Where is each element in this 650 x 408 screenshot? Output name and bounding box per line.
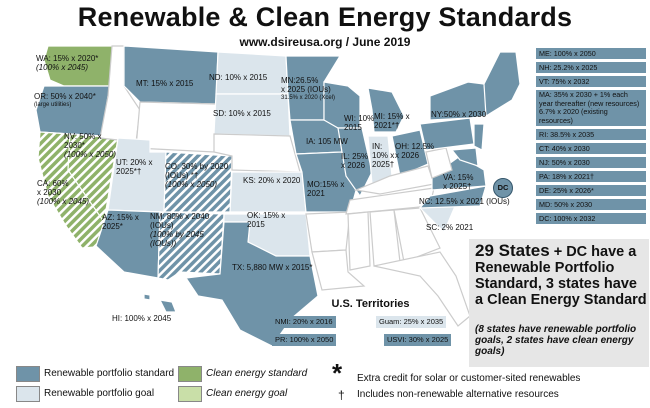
- territory-pr: PR: 100% x 2050: [272, 334, 337, 346]
- label-nd: ND: 10% x 2015: [209, 73, 268, 82]
- panel-row-md: MD: 50% x 2030: [536, 199, 646, 210]
- state-md-de: [450, 147, 479, 167]
- state-ga: [393, 207, 441, 263]
- label-ny: NY:50% x 2030: [431, 110, 487, 119]
- label-wi: WI: 10% 2015: [344, 114, 375, 132]
- panel-row-nh: NH: 25.2% x 2025: [536, 62, 646, 73]
- territories-heading: U.S. Territories: [331, 298, 410, 310]
- label-ia: IA: 105 MW: [306, 137, 348, 146]
- state-ms: [347, 211, 371, 271]
- panel-row-de: DE: 25% x 2026*: [536, 185, 646, 196]
- label-oh: OH: 12.5% x 2026: [395, 142, 435, 160]
- panel-row-ri: RI: 38.5% x 2035: [536, 129, 646, 140]
- label-nc: NC: 12.5% x 2021 (IOUs): [419, 197, 510, 206]
- panel-row-dc: DC: 100% x 2032: [536, 213, 646, 224]
- label-nm: NM: 80% x 2040 (IOUs) (100% by 2045 (IOUs)): [150, 212, 210, 248]
- panel-row-vt: VT: 75% x 2032: [536, 76, 646, 87]
- state-new-england: [483, 51, 521, 118]
- territories-box: U.S. Territories NMI: 20% x 2016 Guam: 2…: [268, 298, 473, 354]
- label-co: CO: 30% by 2020 (IOUs) *† (100% x 2050): [165, 162, 229, 189]
- state-ar: [305, 211, 351, 253]
- label-wa: WA: 15% x 2020* (100% x 2045): [36, 54, 99, 72]
- state-hi: [158, 299, 177, 313]
- summary-text: 29 States + DC have a Renewable Portfoli…: [475, 241, 647, 308]
- legend-swatch-clean-standard: [178, 366, 202, 382]
- page-title: Renewable & Clean Energy Standards: [77, 2, 573, 32]
- label-il: IL: 25% x 2026: [341, 152, 369, 170]
- summary-box: 29 States + DC have a Renewable Portfoli…: [469, 239, 649, 367]
- label-or: OR: 50% x 2040* (large utilities): [34, 92, 96, 108]
- state-ny: [429, 81, 489, 121]
- northeast-panel: ME: 100% x 2050 NH: 25.2% x 2025 VT: 75%…: [536, 48, 646, 227]
- state-oh: [391, 129, 429, 177]
- state-fl: [373, 251, 471, 327]
- legend-label-rps-standard: Renewable portfolio standard: [44, 368, 175, 379]
- state-wv: [425, 147, 453, 179]
- panel-row-me: ME: 100% x 2050: [536, 48, 646, 59]
- panel-row-ct: CT: 40% x 2030: [536, 143, 646, 154]
- state-mi: [367, 87, 405, 133]
- state-tx: [184, 221, 319, 347]
- label-mn: MN:26.5% x 2025 (IOUs) 31.5% x 2020 (Xcel): [281, 76, 336, 101]
- label-az: AZ: 15% x 2025*: [102, 213, 139, 231]
- label-in: IN: 10% x 2025†: [372, 142, 395, 169]
- legend-swatch-rps-goal: [16, 386, 40, 402]
- dc-marker: DC: [493, 178, 513, 198]
- dagger-note: Includes non-renewable alternative resou…: [357, 389, 559, 400]
- label-mo: MO:15% x 2021: [307, 180, 345, 198]
- panel-row-ma: MA: 35% x 2030 + 1% each year thereafter…: [536, 90, 646, 126]
- legend-label-clean-goal: Clean energy goal: [206, 388, 288, 399]
- territory-nmi: NMI: 20% x 2016: [272, 316, 336, 328]
- legend-label-rps-goal: Renewable portfolio goal: [44, 388, 155, 399]
- legend-swatch-rps-standard: [16, 366, 40, 382]
- label-ut: UT: 20% x 2025*†: [116, 158, 153, 176]
- label-va: VA: 15% x 2025†: [443, 173, 474, 191]
- state-ne: [213, 133, 301, 173]
- asterisk-symbol: *: [332, 358, 343, 388]
- panel-row-nj: NJ: 50% x 2030: [536, 157, 646, 168]
- label-mi: MI: 15% x 2021*†: [374, 112, 410, 130]
- label-mt: MT: 15% x 2015: [136, 79, 194, 88]
- label-ks: KS: 20% x 2020: [243, 176, 301, 185]
- dagger-symbol: †: [338, 388, 345, 402]
- legend-swatch-clean-goal: [178, 386, 202, 402]
- summary-note: (8 states have renewable portfolio goals…: [475, 324, 637, 357]
- panel-row-pa: PA: 18% x 2021†: [536, 171, 646, 182]
- territory-guam: Guam: 25% x 2035: [376, 316, 447, 328]
- label-sc: SC: 2% 2021: [426, 223, 474, 232]
- territory-usvi: USVI: 30% x 2025: [384, 334, 452, 346]
- label-ok: OK: 15% x 2015: [247, 211, 286, 229]
- state-la: [311, 249, 366, 291]
- label-ca: CA: 60% x 2030 (100% x 2045): [37, 179, 90, 206]
- page-subtitle: www.dsireusa.org / June 2019: [239, 35, 411, 49]
- label-sd: SD: 10% x 2015: [213, 109, 271, 118]
- state-nj: [473, 123, 485, 151]
- state-nc: [418, 185, 487, 209]
- state-hi-2: [143, 293, 151, 301]
- label-nv: NV: 50% x 2030* (100% x 2050): [64, 132, 117, 159]
- asterisk-note: Extra credit for solar or customer-sited…: [357, 373, 581, 384]
- label-tx: TX: 5,880 MW x 2015*: [232, 263, 313, 272]
- label-hi: HI: 100% x 2045: [112, 314, 172, 323]
- legend-label-clean-standard: Clean energy standard: [206, 368, 308, 379]
- state-mt: [123, 45, 219, 105]
- state-il: [337, 127, 373, 198]
